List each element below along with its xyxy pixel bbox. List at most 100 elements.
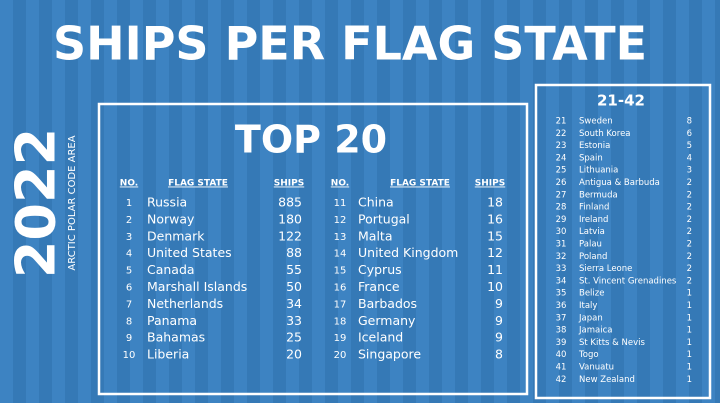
ship-count: 8 xyxy=(687,117,692,127)
ship-count: 3 xyxy=(687,166,692,176)
rank: 7 xyxy=(126,299,132,310)
rank: 12 xyxy=(334,215,347,226)
ship-count: 18 xyxy=(487,195,503,210)
ship-count: 885 xyxy=(278,195,302,210)
column-header: SHIPS xyxy=(274,179,304,189)
rank: 9 xyxy=(126,333,132,344)
rank: 17 xyxy=(334,299,347,310)
flag-state: Bermuda xyxy=(579,190,618,200)
flag-state: Panama xyxy=(147,313,197,328)
ship-count: 2 xyxy=(687,190,692,200)
flag-state: Denmark xyxy=(147,228,205,243)
ship-count: 55 xyxy=(286,262,302,277)
rank: 24 xyxy=(556,153,567,163)
rank: 10 xyxy=(123,350,136,361)
ship-count: 9 xyxy=(495,296,503,311)
ship-count: 6 xyxy=(687,129,692,139)
flag-state: Palau xyxy=(579,240,602,250)
rank: 5 xyxy=(126,266,132,277)
flag-state: Canada xyxy=(147,262,195,277)
flag-state: Russia xyxy=(147,195,187,210)
flag-state: Antigua & Barbuda xyxy=(579,178,660,188)
rank: 15 xyxy=(334,266,347,277)
flag-state: Spain xyxy=(579,153,603,163)
rank: 33 xyxy=(556,264,567,274)
ship-count: 122 xyxy=(278,228,302,243)
ship-count: 10 xyxy=(487,279,503,294)
title: SHIPS PER FLAG STATE xyxy=(53,17,647,71)
rank: 21 xyxy=(556,117,567,127)
flag-state: Vanuatu xyxy=(579,363,614,373)
ship-count: 1 xyxy=(687,313,692,323)
ship-count: 88 xyxy=(286,245,302,260)
column-header: SHIPS xyxy=(475,179,505,189)
rank: 28 xyxy=(556,203,567,213)
rank: 3 xyxy=(126,232,132,243)
others-title: 21-42 xyxy=(597,92,645,110)
rank: 13 xyxy=(334,232,347,243)
top20-title: TOP 20 xyxy=(235,118,387,162)
flag-state: Malta xyxy=(358,228,392,243)
ship-count: 1 xyxy=(687,363,692,373)
ship-count: 2 xyxy=(687,276,692,286)
flag-state: Marshall Islands xyxy=(147,279,247,294)
ship-count: 34 xyxy=(286,296,302,311)
ship-count: 16 xyxy=(487,211,503,226)
column-header: NO. xyxy=(120,179,138,189)
rank: 16 xyxy=(334,283,347,294)
rank: 31 xyxy=(556,240,567,250)
rank: 39 xyxy=(556,338,567,348)
column-header: NO. xyxy=(331,179,349,189)
rank: 30 xyxy=(556,227,567,237)
rank: 19 xyxy=(334,333,347,344)
ship-count: 15 xyxy=(487,228,503,243)
flag-state: Japan xyxy=(578,313,603,323)
rank: 4 xyxy=(126,249,132,260)
flag-state: South Korea xyxy=(579,129,631,139)
flag-state: Sweden xyxy=(579,117,613,127)
flag-state: Singapore xyxy=(358,347,421,362)
flag-state: Jamaica xyxy=(578,326,612,336)
ship-count: 1 xyxy=(687,301,692,311)
rank: 1 xyxy=(126,198,132,209)
subtitle: ARCTIC POLAR CODE AREA xyxy=(67,135,78,270)
column-header: FLAG STATE xyxy=(390,179,450,189)
flag-state: Togo xyxy=(578,350,599,360)
rank: 32 xyxy=(556,252,567,262)
flag-state: Finland xyxy=(579,203,609,213)
ship-count: 2 xyxy=(687,252,692,262)
rank: 27 xyxy=(556,190,567,200)
rank: 18 xyxy=(334,316,347,327)
rank: 37 xyxy=(556,313,567,323)
ship-count: 1 xyxy=(687,326,692,336)
flag-state: United States xyxy=(147,245,232,260)
ship-count: 2 xyxy=(687,240,692,250)
rank: 26 xyxy=(556,178,567,188)
ship-count: 20 xyxy=(286,347,302,362)
flag-state: Portugal xyxy=(358,211,410,226)
rank: 14 xyxy=(334,249,347,260)
flag-state: Poland xyxy=(579,252,607,262)
ship-count: 2 xyxy=(687,227,692,237)
ship-count: 50 xyxy=(286,279,302,294)
ship-count: 4 xyxy=(687,153,692,163)
flag-state: New Zealand xyxy=(579,375,635,385)
ship-count: 1 xyxy=(687,338,692,348)
rank: 20 xyxy=(334,350,347,361)
ship-count: 33 xyxy=(286,313,302,328)
top20-box xyxy=(97,102,529,396)
ship-count: 2 xyxy=(687,178,692,188)
flag-state: Bahamas xyxy=(147,330,205,345)
ship-count: 12 xyxy=(487,245,503,260)
flag-state: Germany xyxy=(358,313,416,328)
flag-state: Lithuania xyxy=(579,166,618,176)
flag-state: Netherlands xyxy=(147,296,223,311)
flag-state: Estonia xyxy=(579,141,610,151)
rank: 29 xyxy=(556,215,567,225)
others-box xyxy=(534,83,712,400)
ship-count: 2 xyxy=(687,203,692,213)
flag-state: Liberia xyxy=(147,347,189,362)
flag-state: France xyxy=(358,279,400,294)
